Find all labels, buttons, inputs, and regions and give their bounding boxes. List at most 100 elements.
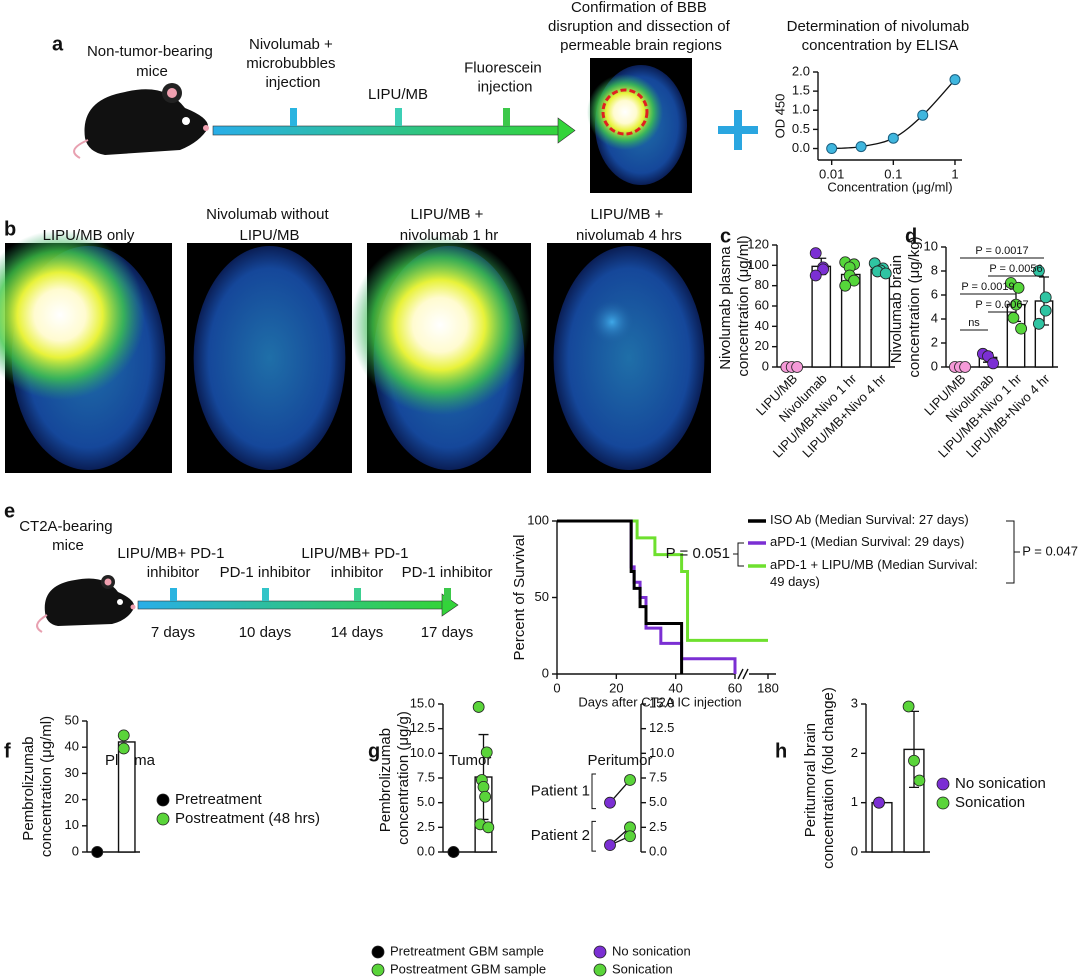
point [1010, 298, 1022, 311]
survival-curve [557, 519, 684, 674]
legend-marker [156, 793, 170, 807]
significance-label: P = 0.0017 [975, 245, 1028, 257]
point [987, 357, 1000, 370]
point [624, 830, 636, 843]
x-tick-label: 1 [951, 166, 958, 181]
y-tick-label: 40 [755, 318, 769, 333]
legend-label: aPD-1 (Median Survival: 29 days) [770, 534, 964, 549]
text-line: LIPU/MB [368, 86, 428, 103]
p-bracket [733, 542, 744, 567]
legend-label: Pretreatment [175, 791, 263, 808]
y-tick-label: 120 [747, 236, 769, 251]
y-tick-label: 5.0 [417, 794, 435, 809]
point [604, 796, 616, 809]
text-line: LIPU/MB only [43, 227, 135, 244]
y-tick-label: 3 [851, 695, 858, 710]
text-line: LIPU/MB+ PD-1 [117, 545, 228, 562]
text-line: concentration (μg/g) [395, 711, 412, 845]
point [809, 247, 822, 260]
y-tick-label: 0 [931, 358, 938, 373]
text-line: nivolumab 4 hrs [576, 227, 682, 244]
point [887, 132, 899, 144]
y-tick-label: 0.5 [792, 121, 810, 136]
point [117, 729, 130, 742]
y-tick-label: 50 [65, 712, 79, 727]
legend-label: Pretreatment GBM sample [390, 943, 544, 958]
text-line: PD-1 inhibitor [220, 564, 311, 581]
y-tick-label: 40 [65, 739, 79, 754]
point [1015, 322, 1028, 335]
x-tick-label: 180 [757, 680, 779, 695]
point [1012, 281, 1025, 294]
legend-marker [593, 945, 607, 959]
patient-bracket [591, 773, 596, 810]
point [826, 143, 838, 155]
y-tick-label: 2 [851, 745, 858, 760]
y-tick-label: 7.5 [649, 769, 667, 784]
y-tick-label: 0.0 [792, 140, 810, 155]
y-tick-label: 10.0 [410, 745, 435, 760]
text-line: concentration (μg/ml) [735, 235, 752, 376]
fluorescence [350, 235, 530, 415]
text-line: Nivolumab + [249, 36, 337, 53]
fluorescence [590, 300, 634, 344]
y-tick-label: 100 [747, 257, 769, 272]
y-tick-label: 0.0 [417, 843, 435, 858]
legend-marker [593, 963, 607, 977]
text-line: LIPU/MB + [410, 206, 487, 223]
legend-label: Sonication [955, 794, 1025, 811]
bar [871, 801, 893, 853]
patient-label: Patient 1 [531, 782, 590, 799]
text-line: LIPU/MB [239, 227, 299, 244]
y-tick-label: 0.0 [649, 843, 667, 858]
mouse-icon [36, 575, 136, 633]
text-line: mice [52, 537, 84, 554]
y-tick-label: 2 [931, 334, 938, 349]
text-line: PD-1 inhibitor [402, 564, 493, 581]
timeline-tick [354, 588, 361, 601]
significance-label: P = 0.0067 [975, 299, 1028, 311]
mouse-label: Non-tumor-bearing mice [87, 43, 217, 80]
legend-label: ISO Ab (Median Survival: 27 days) [770, 512, 969, 527]
timeline-tick [444, 588, 451, 601]
y-tick-label: 20 [755, 338, 769, 353]
plus-sign [718, 110, 758, 150]
x-tick-label: 0.01 [819, 166, 844, 181]
text-line: ISO Ab (Median Survival: 27 days) [770, 512, 969, 527]
y-tick-label: 1.0 [792, 102, 810, 117]
axis-break [737, 668, 749, 680]
mouse-label: CT2A-bearing mice [19, 518, 117, 554]
y-tick-label: 0 [542, 665, 549, 680]
panel-label: g [368, 740, 380, 762]
legend-label: Sonication [612, 961, 673, 976]
panel-label: c [720, 225, 731, 247]
image-title: LIPU/MB only [43, 227, 135, 244]
y-tick-label: 80 [755, 277, 769, 292]
text-line: inhibitor [331, 564, 384, 581]
legend-label: Postreatment (48 hrs) [175, 810, 320, 827]
text-line: Peritumoral brain [802, 719, 819, 837]
text-line: injection [265, 74, 320, 91]
legend-marker [371, 945, 385, 959]
point [855, 141, 867, 153]
step-label: Nivolumab + microbubbles injection [246, 36, 339, 91]
text-line: Nivolumab plasma [717, 242, 734, 370]
point [848, 274, 860, 287]
panel-label: b [4, 218, 16, 240]
bar [811, 265, 832, 368]
mouse-icon [73, 83, 209, 159]
timeline-tick [503, 108, 510, 126]
fluorescence [0, 230, 145, 400]
y-tick-label: 15.0 [410, 695, 435, 710]
x-tick-label: 0.1 [884, 166, 902, 181]
panel-label: h [775, 740, 787, 762]
text-line: CT2A-bearing [19, 518, 117, 535]
step-label: LIPU/MB+ PD-1 inhibitor [117, 545, 228, 581]
y-tick-label: 4 [931, 310, 938, 325]
y-tick-label: 7.5 [417, 769, 435, 784]
point [913, 774, 926, 787]
y-tick-label: 12.5 [410, 720, 435, 735]
point [791, 361, 804, 373]
y-tick-label: 12.5 [649, 720, 674, 735]
x-tick-label: 0 [553, 680, 560, 695]
